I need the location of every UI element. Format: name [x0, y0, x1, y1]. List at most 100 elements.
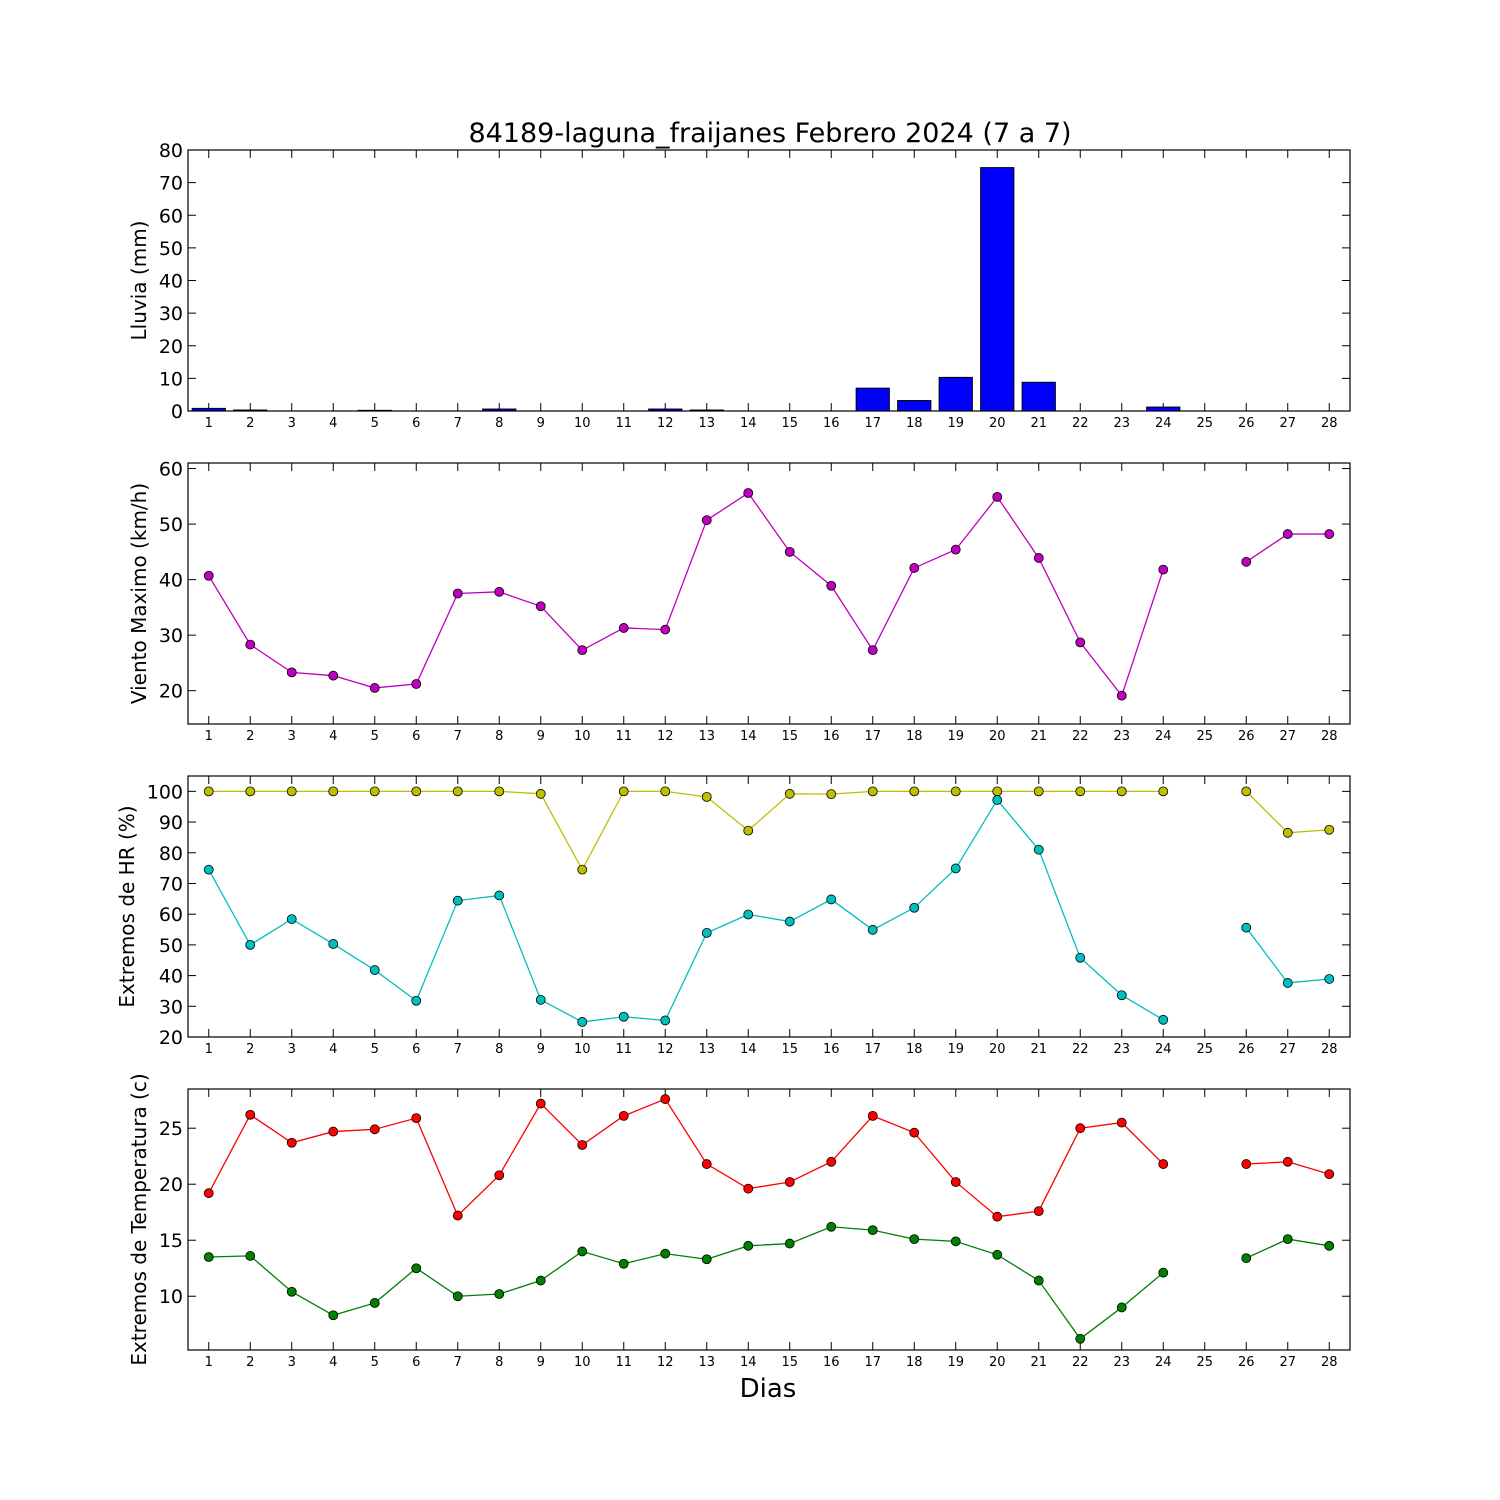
x-tick-label: 25: [1196, 416, 1213, 431]
x-tick-label: 8: [495, 1042, 503, 1057]
series-2-point-day-14: [743, 909, 754, 920]
x-tick-label: 6: [412, 1042, 420, 1057]
series-1-point-day-17: [867, 645, 878, 656]
series-1-point-day-24: [1158, 564, 1169, 575]
x-tick-label: 12: [657, 1042, 674, 1057]
series-1-point-day-13: [701, 1159, 712, 1169]
x-tick-label: 7: [454, 1355, 462, 1370]
x-tick-label: 15: [781, 1042, 798, 1057]
x-tick-label: 7: [454, 1042, 462, 1057]
x-tick-label: 5: [371, 416, 379, 431]
series-2-point-day-1: [203, 1252, 214, 1262]
series-2-point-day-23: [1116, 1302, 1127, 1313]
series-2-point-day-2: [245, 1251, 256, 1261]
x-tick-label: 28: [1321, 1042, 1338, 1057]
x-tick-label: 6: [412, 416, 420, 431]
y-tick-label: 60: [159, 205, 183, 227]
series-2-point-day-14: [743, 1240, 754, 1251]
x-tick-label: 4: [329, 729, 337, 744]
series-2-point-day-26: [1241, 922, 1252, 933]
x-tick-label: 24: [1155, 1042, 1172, 1057]
y-tick-label: 15: [159, 1230, 183, 1252]
series-1-point-day-14: [743, 825, 754, 836]
x-tick-label: 20: [989, 1042, 1006, 1057]
x-tick-label: 23: [1113, 1042, 1130, 1057]
series-2-point-day-20: [992, 795, 1003, 805]
x-tick-label: 9: [537, 1042, 545, 1057]
x-tick-label: 26: [1238, 416, 1255, 431]
x-tick-label: 7: [454, 416, 462, 431]
y-tick-label: 40: [159, 570, 183, 592]
x-tick-label: 12: [657, 1355, 674, 1370]
x-tick-label: 15: [781, 729, 798, 744]
series-1-point-day-14: [743, 488, 754, 498]
y-tick-label: 20: [159, 681, 183, 703]
series-1-point-day-24: [1158, 1159, 1169, 1169]
series-2-point-day-1: [203, 864, 214, 875]
x-tick-label: 18: [906, 1042, 923, 1057]
bar-day-18: [897, 400, 932, 412]
series-1-point-day-1: [203, 1188, 214, 1199]
series-1-point-day-7: [452, 786, 463, 797]
series-2-point-day-21: [1033, 1275, 1044, 1286]
series-2-point-day-4: [328, 1310, 339, 1321]
x-tick-label: 2: [246, 729, 254, 744]
series-1-point-day-11: [618, 1110, 629, 1121]
series-1-point-day-21: [1033, 1206, 1044, 1216]
series-1-point-day-10: [577, 864, 588, 875]
x-tick-label: 2: [246, 1042, 254, 1057]
x-tick-label: 24: [1155, 1355, 1172, 1370]
x-tick-label: 16: [823, 1355, 840, 1370]
series-2-point-day-12: [660, 1015, 671, 1026]
series-1-point-day-12: [660, 1094, 671, 1104]
series-1-point-day-15: [784, 788, 795, 799]
series-1-line: [208, 790, 1164, 872]
x-tick-label: 2: [246, 1355, 254, 1370]
series-2-point-day-16: [826, 894, 837, 905]
series-1-line: [1245, 790, 1330, 834]
series-2-point-day-27: [1282, 978, 1293, 988]
series-2-point-day-18: [909, 902, 920, 913]
series-2-point-day-16: [826, 1221, 837, 1232]
series-1-point-day-4: [328, 786, 339, 797]
series-2-point-day-6: [411, 1263, 422, 1274]
series-1-point-day-26: [1241, 786, 1252, 797]
series-1-point-day-2: [245, 1109, 256, 1120]
series-1-point-day-19: [950, 786, 961, 797]
series-2-point-day-10: [577, 1017, 588, 1027]
series-1-point-day-11: [618, 623, 629, 633]
x-tick-label: 3: [288, 729, 296, 744]
x-tick-label: 10: [574, 729, 591, 744]
series-1-point-day-7: [452, 1210, 463, 1221]
x-tick-label: 23: [1113, 1355, 1130, 1370]
plot-frame: [187, 775, 1351, 1038]
series-1-point-day-3: [286, 1137, 297, 1148]
x-tick-label: 14: [740, 729, 757, 744]
x-tick-label: 19: [947, 1042, 964, 1057]
x-tick-label: 8: [495, 1355, 503, 1370]
series-1-point-day-15: [784, 546, 795, 557]
x-tick-label: 21: [1030, 1042, 1047, 1057]
series-2-point-day-10: [577, 1246, 588, 1257]
bar-day-21: [1021, 381, 1056, 412]
x-tick-label: 22: [1072, 1042, 1089, 1057]
series-2-point-day-4: [328, 939, 339, 949]
x-tick-label: 4: [329, 1355, 337, 1370]
y-tick-label: 80: [159, 843, 183, 865]
series-2-point-day-17: [867, 1225, 878, 1236]
series-1-point-day-12: [660, 624, 671, 635]
series-1-point-day-2: [245, 639, 256, 650]
series-2-point-day-8: [494, 1289, 505, 1299]
x-tick-label: 13: [698, 1042, 715, 1057]
x-tick-label: 17: [864, 729, 881, 744]
series-1-point-day-6: [411, 786, 422, 797]
x-tick-label: 14: [740, 1042, 757, 1057]
x-tick-label: 24: [1155, 729, 1172, 744]
series-1-point-day-28: [1324, 529, 1335, 539]
x-tick-label: 21: [1030, 729, 1047, 744]
series-1-point-day-19: [950, 544, 961, 555]
series-2-point-day-22: [1075, 1333, 1086, 1344]
x-tick-label: 20: [989, 1355, 1006, 1370]
x-tick-label: 28: [1321, 416, 1338, 431]
